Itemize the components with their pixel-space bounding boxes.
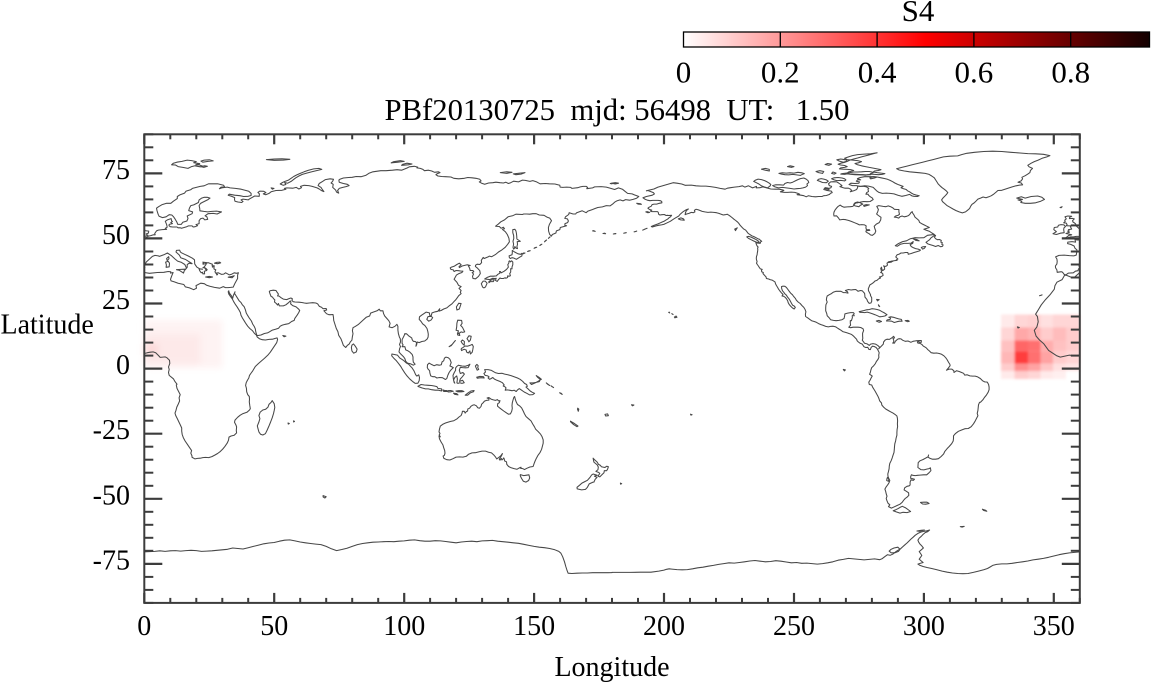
svg-text:-25: -25	[93, 415, 130, 446]
svg-text:Latitude: Latitude	[1, 310, 94, 341]
svg-text:0.8: 0.8	[1051, 55, 1090, 90]
svg-text:300: 300	[903, 611, 945, 642]
svg-text:75: 75	[102, 155, 130, 186]
svg-text:25: 25	[102, 285, 130, 316]
svg-text:50: 50	[102, 220, 130, 251]
svg-text:0.4: 0.4	[858, 55, 897, 90]
svg-text:150: 150	[513, 611, 555, 642]
svg-text:S4: S4	[902, 0, 935, 28]
svg-text:350: 350	[1033, 611, 1075, 642]
svg-text:0: 0	[676, 55, 692, 90]
svg-text:250: 250	[773, 611, 815, 642]
svg-text:0: 0	[116, 350, 130, 381]
svg-text:-50: -50	[93, 480, 130, 511]
svg-text:-75: -75	[93, 545, 130, 576]
svg-text:100: 100	[383, 611, 425, 642]
svg-text:200: 200	[643, 611, 685, 642]
svg-text:Longitude: Longitude	[554, 652, 669, 683]
svg-text:50: 50	[260, 611, 288, 642]
svg-text:0: 0	[137, 611, 151, 642]
svg-text:0.2: 0.2	[761, 55, 800, 90]
svg-text:PBf20130725 mjd: 56498 UT:: PBf20130725 mjd: 56498 UT: 1.50	[385, 93, 850, 127]
svg-text:0.6: 0.6	[955, 55, 994, 90]
